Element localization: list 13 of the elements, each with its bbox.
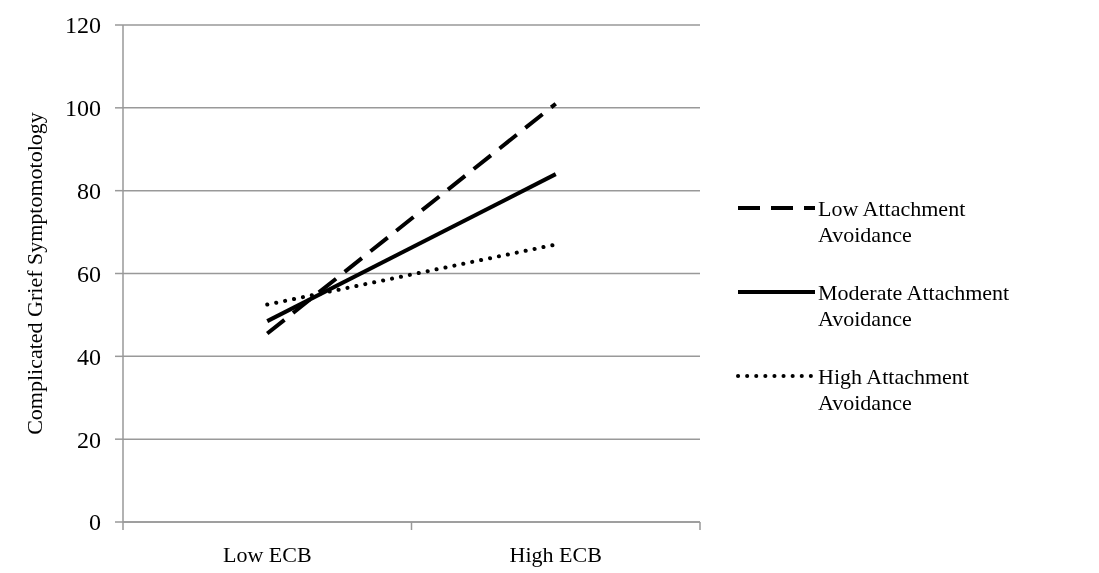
y-tick-label: 80 — [77, 178, 101, 205]
y-tick-label: 0 — [89, 509, 101, 536]
x-tick-label: High ECB — [509, 542, 602, 567]
y-tick-label: 120 — [65, 12, 101, 39]
legend-label: Moderate Attachment Avoidance — [818, 279, 1010, 332]
y-tick-label: 100 — [65, 95, 101, 122]
x-tick-label: Low ECB — [222, 542, 312, 567]
legend-label: Low Attachment Avoidance — [818, 195, 966, 248]
y-tick-label: 60 — [77, 260, 101, 287]
legend-label: High Attachment Avoidance — [818, 363, 969, 416]
y-tick-label: 20 — [77, 426, 101, 453]
y-axis-title: Complicated Grief Symptomotology — [22, 112, 47, 435]
y-tick-label: 40 — [77, 343, 101, 370]
